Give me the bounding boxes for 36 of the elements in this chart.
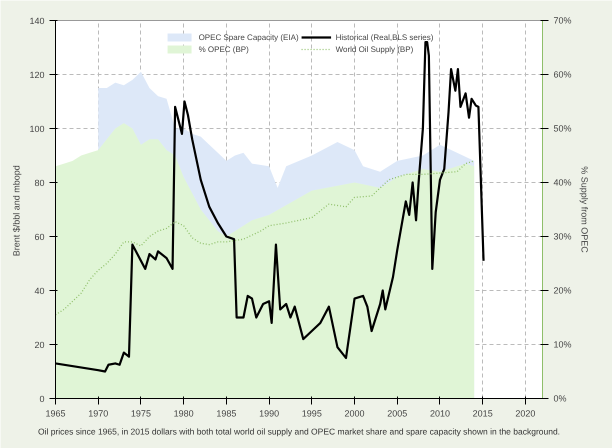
y-tick-label: 100: [29, 124, 45, 134]
x-tick-label: 2005: [387, 408, 408, 418]
x-tick-label: 2020: [515, 408, 536, 418]
x-tick-label: 1985: [216, 408, 236, 418]
y-tick-label: 40: [34, 286, 45, 296]
y2-tick-label: 60%: [554, 70, 572, 80]
y2-tick-label: 20%: [554, 286, 572, 296]
y2-tick-label: 30%: [554, 232, 572, 242]
legend-label: OPEC Spare Capacity (EIA): [198, 32, 299, 42]
y2-tick-label: 40%: [554, 178, 572, 188]
y-tick-label: 20: [34, 340, 45, 350]
x-tick-label: 2015: [472, 408, 493, 418]
x-tick-label: 1990: [259, 408, 280, 418]
legend-label: % OPEC (BP): [198, 44, 249, 54]
x-tick-label: 1975: [130, 408, 151, 418]
y-axis-title: Brent $/bbl and mbopd: [11, 165, 22, 256]
x-tick-label: 1980: [174, 408, 194, 418]
y2-axis-title: % Supply from OPEC: [580, 166, 590, 254]
y2-tick-label: 50%: [554, 124, 572, 134]
y2-tick-label: 10%: [554, 340, 572, 350]
text: Oil prices since 1965, in 2015 dollars with both total world oil supply and OPEC market share and spare capacity shown in the background.: [38, 426, 560, 436]
y-tick-label: 60: [34, 232, 45, 242]
x-tick-label: 1995: [302, 408, 322, 418]
line-series: [56, 160, 475, 316]
x-tick-label: 2010: [430, 408, 450, 418]
x-tick-label: 2000: [344, 408, 365, 418]
y2-tick-label: 0%: [554, 394, 567, 404]
y-tick-label: 120: [29, 70, 45, 80]
y2-tick-label: 70%: [554, 16, 572, 26]
y-tick-label: 80: [34, 178, 45, 188]
y-tick-label: 0: [39, 394, 45, 404]
legend-label: World Oil Supply (BP): [336, 44, 414, 54]
x-tick-label: 1970: [88, 408, 108, 418]
y-tick-label: 140: [29, 16, 45, 26]
legend-label: Historical (Real,BLS series): [336, 32, 434, 42]
x-tick-label: 1965: [45, 408, 66, 418]
